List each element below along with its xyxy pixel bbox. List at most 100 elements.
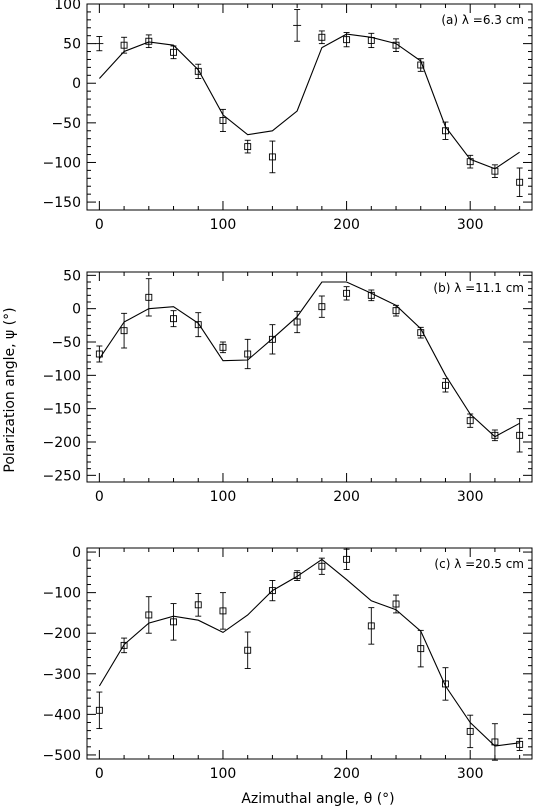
square-marker xyxy=(219,117,227,124)
data-point xyxy=(318,30,326,45)
data-point xyxy=(318,557,326,575)
y-tick-label: 50 xyxy=(63,37,81,53)
y-tick-label: 0 xyxy=(72,76,81,92)
data-point xyxy=(442,378,449,393)
x-axis-label: Azimuthal angle, θ (°) xyxy=(241,791,394,807)
y-tick-label: 0 xyxy=(72,302,81,318)
square-marker xyxy=(417,645,425,653)
panel-0: 0 100 200 300 100 50 0 −50 −100 −150 (a) λ =6.3 cm xyxy=(43,0,533,233)
y-tick-label: −200 xyxy=(43,626,81,642)
panel-label: (b) λ =11.1 cm xyxy=(433,281,524,295)
square-marker xyxy=(268,335,276,343)
data-point xyxy=(194,592,202,617)
data-point xyxy=(244,631,252,669)
square-marker xyxy=(318,562,326,570)
square-marker xyxy=(170,48,177,56)
square-marker xyxy=(95,706,103,714)
y-tick-label: −500 xyxy=(43,748,81,764)
square-marker xyxy=(343,555,351,563)
square-marker xyxy=(145,293,153,301)
y-tick-label: 0 xyxy=(72,545,81,561)
data-point xyxy=(293,310,301,334)
data-point xyxy=(442,121,449,140)
data-point xyxy=(145,34,153,49)
x-tick-label: 300 xyxy=(457,489,484,505)
x-tick-label: 300 xyxy=(457,217,484,233)
data-point xyxy=(392,38,400,52)
data-point xyxy=(120,637,128,654)
panel-1: 0 100 200 300 50 0 −50 −100 −150 −200 −250 (b) λ =1… xyxy=(43,268,533,505)
data-point xyxy=(466,154,474,169)
data-point xyxy=(268,324,276,355)
data-point xyxy=(170,603,177,641)
data-point xyxy=(219,592,227,630)
data-point xyxy=(318,295,326,318)
panel-2: 0 100 200 300 0 −100 −200 −300 −400 −500 (c) λ =20… xyxy=(43,545,533,782)
square-marker xyxy=(491,738,499,746)
square-marker xyxy=(145,37,153,45)
square-marker xyxy=(466,158,474,166)
data-point xyxy=(466,413,474,428)
square-marker xyxy=(120,41,128,49)
square-marker xyxy=(95,350,103,358)
square-marker xyxy=(219,343,227,351)
data-point xyxy=(417,326,425,339)
panels: 0 100 200 300 100 50 0 −50 −100 −150 (a) λ =6.3 cm… xyxy=(43,0,533,782)
square-marker xyxy=(194,67,202,75)
data-point xyxy=(194,63,202,79)
x-tick-label: 100 xyxy=(210,217,237,233)
square-marker xyxy=(120,327,128,335)
square-marker xyxy=(516,740,524,748)
square-marker xyxy=(268,153,276,161)
square-marker xyxy=(516,178,524,186)
square-marker xyxy=(442,127,449,135)
data-point xyxy=(219,108,227,133)
square-marker xyxy=(491,167,499,175)
x-tick-label: 0 xyxy=(95,217,104,233)
square-marker xyxy=(145,611,153,619)
plot-frame xyxy=(86,271,533,483)
x-tick-label: 0 xyxy=(95,766,104,782)
data-point xyxy=(491,723,499,761)
data-point xyxy=(293,9,302,42)
square-marker xyxy=(367,36,375,44)
square-marker xyxy=(442,680,449,688)
data-point xyxy=(516,418,524,453)
square-marker xyxy=(466,727,474,735)
data-point xyxy=(392,304,400,317)
y-tick-label: −100 xyxy=(43,155,81,171)
x-tick-label: 200 xyxy=(333,766,360,782)
square-marker xyxy=(343,36,351,44)
y-tick-label: 50 xyxy=(63,268,81,284)
data-point xyxy=(491,164,499,178)
data-point xyxy=(466,714,474,749)
y-tick-label: −200 xyxy=(43,435,81,451)
data-point xyxy=(170,310,177,328)
data-point xyxy=(491,429,499,442)
data-point xyxy=(392,594,400,614)
square-marker xyxy=(491,431,499,439)
y-tick-label: −400 xyxy=(43,707,81,723)
x-tick-label: 200 xyxy=(333,217,360,233)
data-point xyxy=(367,289,375,302)
square-marker xyxy=(268,587,276,595)
square-marker xyxy=(442,381,449,389)
data-point xyxy=(417,629,425,668)
data-point xyxy=(219,341,227,354)
square-marker xyxy=(293,572,301,580)
x-tick-label: 300 xyxy=(457,766,484,782)
square-marker xyxy=(466,417,474,425)
data-point xyxy=(367,607,375,645)
panel-label: (a) λ =6.3 cm xyxy=(441,13,524,27)
y-tick-label: −100 xyxy=(43,586,81,602)
data-point xyxy=(417,58,425,72)
y-tick-label: −150 xyxy=(43,195,81,211)
data-point xyxy=(442,667,449,701)
data-point xyxy=(95,345,103,363)
model-line xyxy=(98,281,520,438)
square-marker xyxy=(170,315,177,323)
y-tick-label: −150 xyxy=(43,402,81,418)
square-marker xyxy=(392,600,400,608)
model-line xyxy=(98,558,520,747)
